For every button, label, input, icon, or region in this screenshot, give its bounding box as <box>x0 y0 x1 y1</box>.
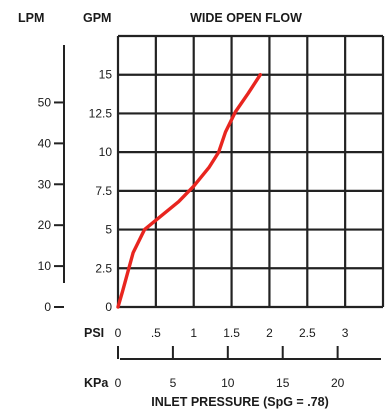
flow-curve-line <box>116 72 262 309</box>
psi-tick-label: 2.5 <box>299 326 316 340</box>
psi-tick-label: .5 <box>151 326 161 340</box>
lpm-tick-label: 30 <box>38 177 52 191</box>
gpm-tick-label: 15 <box>99 68 113 82</box>
x-axis-title: INLET PRESSURE (SpG = .78) <box>151 395 328 409</box>
gpm-tick-label: 2.5 <box>95 261 112 275</box>
kpa-tick-label: 10 <box>221 376 235 390</box>
chart-grid <box>116 34 385 309</box>
lpm-tick-label: 50 <box>38 95 52 109</box>
gpm-tick-label: 10 <box>99 145 113 159</box>
kpa-tick-label: 5 <box>170 376 177 390</box>
gpm-tick-label: 5 <box>105 223 112 237</box>
chart-labels: LPM GPM WIDE OPEN FLOW PSI KPa INLET PRE… <box>18 11 349 409</box>
kpa-tick-label: 15 <box>276 376 290 390</box>
lpm-tick-label: 20 <box>38 218 52 232</box>
chart-series <box>116 72 262 309</box>
psi-tick-label: 1.5 <box>223 326 240 340</box>
chart-axes <box>54 45 381 360</box>
lpm-tick-label: 10 <box>38 259 52 273</box>
psi-tick-label: 3 <box>342 326 349 340</box>
gpm-tick-label: 0 <box>105 300 112 314</box>
psi-tick-label: 0 <box>115 326 122 340</box>
psi-unit-label: PSI <box>84 326 104 340</box>
kpa-tick-label: 0 <box>115 376 122 390</box>
gpm-tick-label: 12.5 <box>89 106 113 120</box>
gpm-tick-label: 7.5 <box>95 184 112 198</box>
psi-tick-label: 1 <box>190 326 197 340</box>
lpm-tick-label: 0 <box>44 300 51 314</box>
kpa-unit-label: KPa <box>84 376 109 390</box>
chart-title: WIDE OPEN FLOW <box>190 11 302 25</box>
gpm-unit-label: GPM <box>83 11 111 25</box>
psi-tick-label: 2 <box>266 326 273 340</box>
lpm-tick-label: 40 <box>38 136 52 150</box>
lpm-unit-label: LPM <box>18 11 44 25</box>
kpa-tick-label: 20 <box>331 376 345 390</box>
